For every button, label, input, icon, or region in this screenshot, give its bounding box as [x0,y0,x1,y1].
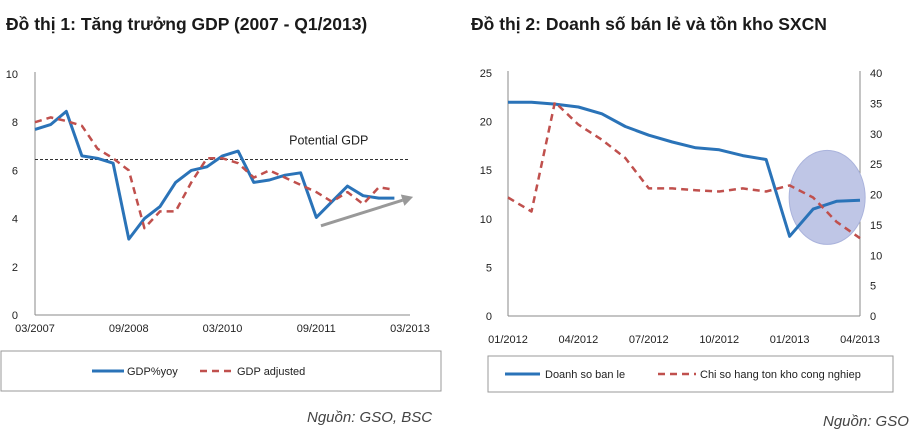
y-tick-label: 4 [12,214,18,226]
legend-label-gdp-yoy: GDP%yoy [127,366,178,378]
trend-arrow-head [400,194,414,206]
chart2-panel: 0 5 10 15 20 25 0 5 10 15 20 25 30 35 40 01/2012 04/2012… [460,48,919,403]
gdp-growth-chart: 0 2 4 6 8 10 03/2007 09/2008 03/2010 09/2011 03/20… [0,69,442,392]
legend-box [487,355,894,393]
y2-tick-label: 0 [870,311,876,323]
y-tick-label: 20 [480,117,492,129]
x-tick-label: 09/2008 [109,323,149,335]
y-tick-label: 6 [12,165,18,177]
x-tick-label: 01/2013 [770,334,810,346]
legend-label-gdp-adjusted: GDP adjusted [237,366,305,378]
x-tick-label: 04/2012 [559,334,599,346]
y-tick-label: 10 [480,214,492,226]
y-tick-label: 0 [486,311,492,323]
y-tick-label: 10 [6,69,18,81]
y-tick-label: 25 [480,68,492,80]
y-tick-label: 15 [480,165,492,177]
legend-label-retail: Doanh so ban le [545,369,625,381]
gdp-yoy-line [34,109,395,241]
x-tick-label: 04/2013 [840,334,880,346]
chart1-panel: 0 2 4 6 8 10 03/2007 09/2008 03/2010 09/2011 03/20… [0,48,460,393]
x-tick-label: 03/2007 [15,323,55,335]
y2-tick-label: 25 [870,159,882,171]
x-tick-label: 07/2012 [629,334,669,346]
inventory-index-line [507,100,861,240]
gdp-adjusted-line [34,116,395,230]
potential-gdp-label: Potential GDP [289,134,368,148]
y2-tick-label: 5 [870,281,876,293]
y2-tick-label: 40 [870,68,882,80]
x-tick-label: 09/2011 [297,323,336,335]
y-tick-label: 0 [12,310,18,322]
y-tick-label: 8 [12,117,18,129]
x-tick-label: 03/2013 [390,323,430,335]
highlight-ellipse [788,149,866,245]
chart2-source: Nguồn: GSO [823,413,909,430]
y2-tick-label: 15 [870,220,882,232]
legend-label-inventory: Chi so hang ton kho cong nghiep [700,369,861,381]
chart2-title: Đồ thị 2: Doanh số bán lẻ và tồn kho SXC… [471,14,827,34]
trend-arrow [320,198,404,228]
x-tick-label: 10/2012 [699,334,739,346]
retail-sales-line [508,100,861,238]
x-tick-label: 01/2012 [488,334,528,346]
chart1-title: Đồ thị 1: Tăng trưởng GDP (2007 - Q1/201… [6,14,368,34]
y-tick-label: 2 [12,262,18,274]
chart1-source: Nguồn: GSO, BSC [307,409,433,426]
x-tick-label: 03/2010 [203,323,243,335]
y-tick-label: 5 [486,262,492,274]
y2-tick-label: 10 [870,250,882,262]
y2-tick-label: 30 [870,129,882,141]
y2-tick-label: 20 [870,190,882,202]
y2-tick-label: 35 [870,98,882,110]
legend-box [0,350,442,392]
retail-inventory-chart: 0 5 10 15 20 25 0 5 10 15 20 25 30 35 40 01/2012 04/2012… [480,68,894,393]
